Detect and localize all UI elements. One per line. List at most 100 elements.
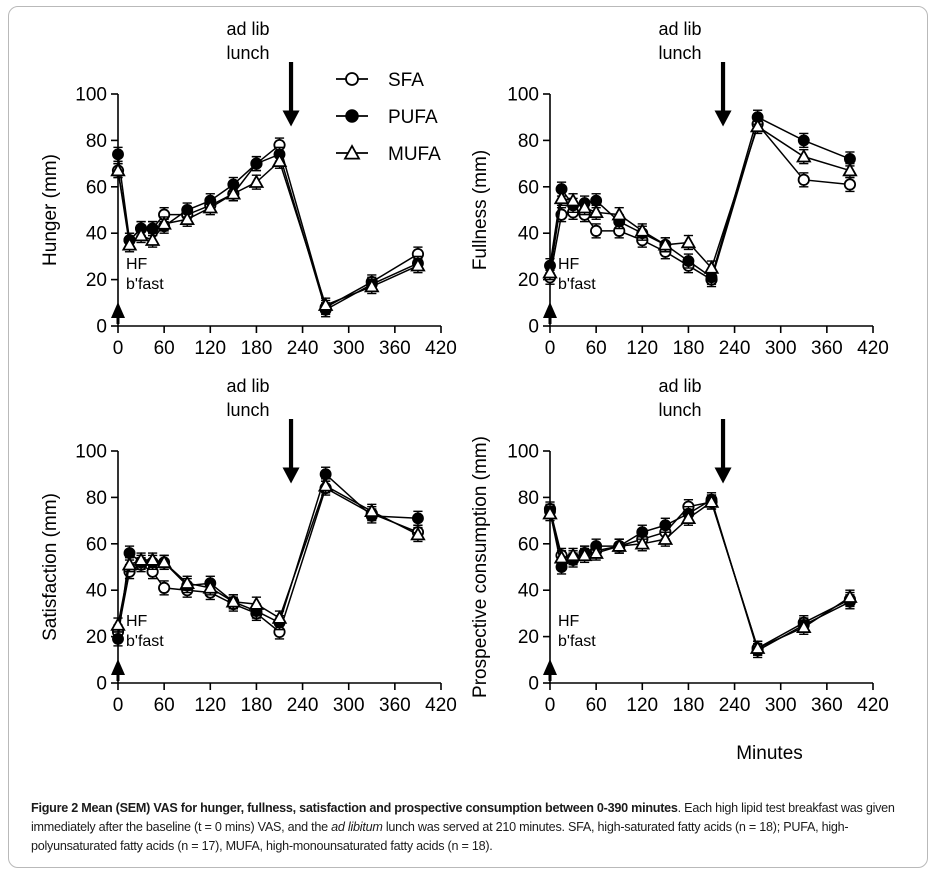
caption-body-b: lunch was served at 210 minutes. SFA, hi… bbox=[31, 820, 849, 854]
marker-open-triangle bbox=[364, 278, 380, 293]
breakfast-label-line1: HF bbox=[558, 613, 580, 630]
x-tick-label-420: 420 bbox=[857, 695, 889, 716]
y-tick-label-0: 0 bbox=[528, 674, 539, 695]
marker-filled-circle bbox=[411, 512, 424, 525]
lunch-label-line1: ad lib bbox=[227, 19, 270, 39]
ad-lib-lunch-annotation: ad lib lunch bbox=[659, 376, 732, 484]
x-tick-label-120: 120 bbox=[194, 695, 226, 716]
x-tick-label-120: 120 bbox=[626, 338, 658, 359]
x-tick-label-60: 60 bbox=[154, 338, 175, 359]
figure-plot-area: 0 20 40 60 80 100 0 60 120 180 240 300 360 420 Hunger … bbox=[9, 7, 929, 787]
marker-open-triangle bbox=[611, 206, 627, 221]
hf-breakfast-annotation: HF b'fast bbox=[543, 256, 596, 324]
y-tick-label-20: 20 bbox=[86, 270, 107, 291]
series-markers-MUFA bbox=[542, 494, 858, 654]
marker-open-circle bbox=[590, 224, 603, 237]
hf-breakfast-annotation: HF b'fast bbox=[111, 256, 164, 324]
y-tick-label-80: 80 bbox=[86, 131, 107, 152]
error-bars-MUFA bbox=[113, 478, 423, 633]
legend-label-PUFA: PUFA bbox=[388, 107, 438, 128]
x-tick-label-180: 180 bbox=[241, 695, 273, 716]
y-tick-label-40: 40 bbox=[518, 581, 539, 602]
breakfast-arrow-head bbox=[543, 302, 557, 318]
marker-open-circle bbox=[843, 178, 857, 191]
y-tick-label-100: 100 bbox=[507, 85, 539, 106]
lunch-label-line2: lunch bbox=[227, 400, 270, 420]
marker-open-triangle bbox=[749, 640, 766, 654]
marker-open-triangle bbox=[680, 510, 697, 525]
marker-open-triangle bbox=[553, 190, 570, 205]
lunch-label-line2: lunch bbox=[227, 43, 270, 63]
marker-open-triangle bbox=[576, 199, 593, 214]
breakfast-label-line2: b'fast bbox=[558, 276, 596, 293]
marker-open-triangle bbox=[248, 596, 265, 610]
y-tick-label-60: 60 bbox=[518, 177, 539, 198]
y-tick-label-80: 80 bbox=[86, 488, 107, 509]
hf-breakfast-annotation: HF b'fast bbox=[111, 613, 164, 681]
marker-open-triangle bbox=[133, 552, 149, 566]
x-tick-label-240: 240 bbox=[287, 338, 319, 359]
marker-filled-circle bbox=[112, 148, 124, 161]
legend-marker-open-circle bbox=[345, 72, 359, 86]
x-tick-label-360: 360 bbox=[379, 338, 411, 359]
x-tick-label-300: 300 bbox=[765, 338, 797, 359]
chart-legend: SFA PUFA MUFA bbox=[336, 70, 441, 165]
marker-open-triangle bbox=[703, 494, 720, 508]
legend-marker-filled-circle bbox=[345, 109, 359, 123]
x-tick-label-0: 0 bbox=[113, 338, 124, 359]
marker-open-triangle bbox=[410, 257, 426, 272]
x-axis-title: Minutes bbox=[736, 743, 803, 764]
marker-open-triangle bbox=[271, 153, 288, 168]
marker-open-triangle bbox=[634, 535, 651, 550]
marker-open-triangle bbox=[144, 552, 161, 566]
legend-marker-open-triangle bbox=[343, 144, 361, 160]
breakfast-arrow-head bbox=[111, 302, 125, 318]
breakfast-arrow-head bbox=[543, 659, 557, 675]
panel-bottom-left: 0 20 40 60 80 100 0 60 120 180 240 300 360 420 Satisfa… bbox=[40, 376, 457, 716]
marker-open-triangle bbox=[588, 545, 604, 559]
x-tick-label-300: 300 bbox=[333, 338, 365, 359]
figure-card: 0 20 40 60 80 100 0 60 120 180 240 300 360 420 Hunger … bbox=[8, 6, 928, 868]
x-tick-label-420: 420 bbox=[425, 695, 457, 716]
marker-open-triangle bbox=[703, 259, 720, 274]
y-tick-label-100: 100 bbox=[507, 442, 539, 463]
marker-open-triangle bbox=[749, 118, 766, 133]
x-tick-label-0: 0 bbox=[545, 695, 556, 716]
marker-open-triangle bbox=[542, 264, 558, 279]
lunch-label-line1: ad lib bbox=[659, 376, 702, 396]
caption-body-a: . Each high lipid test breakfast was giv… bbox=[31, 801, 895, 835]
breakfast-label-line2: b'fast bbox=[126, 276, 164, 293]
marker-open-triangle bbox=[842, 589, 858, 603]
marker-open-triangle bbox=[202, 199, 219, 214]
y-axis-title: Hunger (mm) bbox=[40, 154, 61, 266]
marker-open-triangle bbox=[121, 236, 138, 251]
marker-open-triangle bbox=[133, 227, 149, 242]
marker-filled-circle bbox=[682, 255, 695, 267]
x-tick-label-180: 180 bbox=[241, 338, 273, 359]
lunch-label-line2: lunch bbox=[659, 43, 702, 63]
marker-open-triangle bbox=[156, 554, 172, 569]
y-tick-label-80: 80 bbox=[518, 131, 539, 152]
x-tick-label-360: 360 bbox=[379, 695, 411, 716]
y-tick-label-0: 0 bbox=[528, 317, 539, 338]
caption-italic-term: ad libitum bbox=[331, 820, 383, 835]
series-markers-PUFA bbox=[544, 111, 856, 284]
marker-open-triangle bbox=[796, 619, 812, 634]
breakfast-label-line1: HF bbox=[126, 613, 148, 630]
x-tick-label-240: 240 bbox=[719, 695, 751, 716]
marker-open-triangle bbox=[657, 531, 674, 545]
y-tick-label-0: 0 bbox=[96, 674, 107, 695]
y-tick-label-80: 80 bbox=[518, 488, 539, 509]
x-tick-label-120: 120 bbox=[626, 695, 658, 716]
y-tick-label-0: 0 bbox=[96, 317, 107, 338]
x-tick-label-360: 360 bbox=[811, 695, 843, 716]
marker-filled-circle bbox=[112, 632, 124, 645]
y-tick-label-40: 40 bbox=[518, 224, 539, 245]
marker-open-circle bbox=[158, 581, 171, 594]
marker-open-triangle bbox=[271, 610, 288, 624]
y-tick-label-100: 100 bbox=[75, 442, 107, 463]
y-tick-label-60: 60 bbox=[518, 534, 539, 555]
legend-label-SFA: SFA bbox=[388, 70, 424, 91]
marker-open-triangle bbox=[110, 162, 126, 177]
marker-open-triangle bbox=[179, 575, 195, 589]
